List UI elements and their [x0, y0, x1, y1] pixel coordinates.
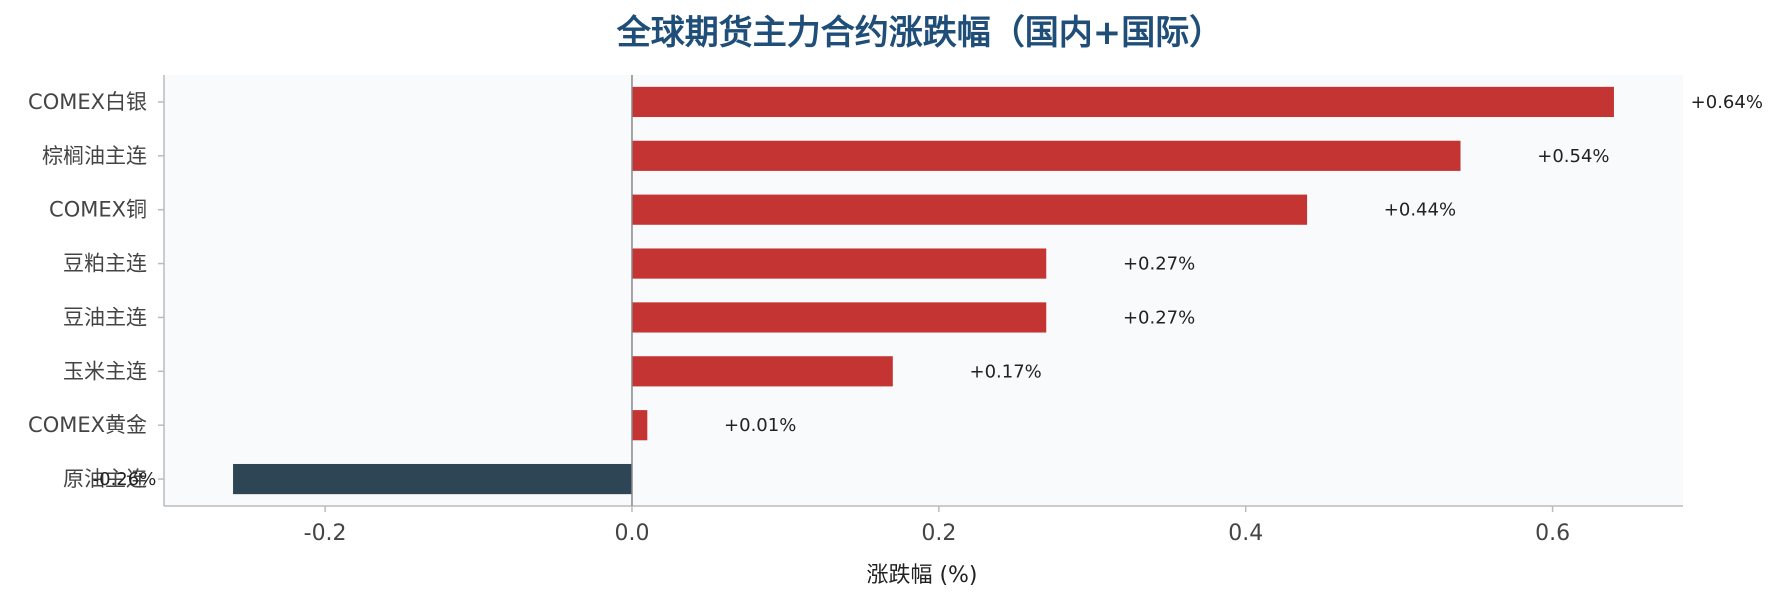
value-label: +0.27%	[1123, 307, 1195, 328]
bar	[631, 140, 1461, 171]
plot-area	[164, 75, 1683, 506]
x-tick-label: 0.4	[1228, 521, 1263, 546]
bar	[631, 248, 1047, 279]
x-tick-label: -0.2	[304, 521, 347, 546]
category-label: 原油主连	[63, 467, 147, 491]
x-ticks: -0.2 0.0 0.2 0.4 0.6	[304, 506, 1570, 546]
category-label: 豆油主连	[63, 305, 147, 329]
x-tick-label: 0.6	[1535, 521, 1570, 546]
category-label: 豆粕主连	[63, 252, 147, 276]
value-label: +0.64%	[1691, 92, 1763, 113]
category-label: COMEX黄金	[28, 413, 147, 437]
x-tick-label: 0.2	[921, 521, 956, 546]
category-label: 玉米主连	[63, 359, 147, 383]
bar	[631, 86, 1614, 118]
chart-title: 全球期货主力合约涨跌幅（国内+国际）	[616, 13, 1224, 53]
value-label: -0.26%	[93, 469, 157, 490]
category-label: COMEX铜	[49, 198, 147, 222]
value-label: +0.44%	[1384, 200, 1456, 221]
x-axis-title: 涨跌幅 (%)	[866, 563, 977, 588]
value-labels: +0.64% +0.54% +0.44% +0.27% +0.27% +0.17% +0.0…	[93, 92, 1763, 490]
value-label: +0.54%	[1537, 146, 1609, 167]
bar	[631, 356, 893, 387]
category-label: 棕榈油主连	[42, 144, 147, 168]
bar	[631, 194, 1308, 225]
value-label: +0.01%	[724, 415, 796, 436]
bars-layer	[233, 86, 1614, 495]
value-label: +0.27%	[1123, 254, 1195, 275]
category-label: COMEX白银	[28, 90, 147, 114]
value-label: +0.17%	[970, 361, 1042, 382]
bar	[233, 463, 632, 495]
bar	[631, 302, 1047, 333]
bar	[631, 410, 648, 441]
x-tick-label: 0.0	[614, 521, 649, 546]
